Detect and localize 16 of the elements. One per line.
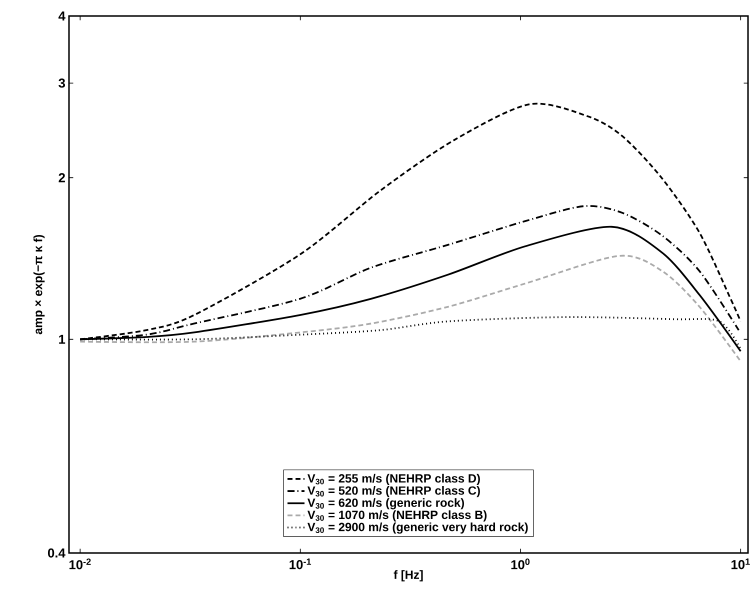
y-tick-label: 3	[58, 78, 66, 88]
y-tick-label: 4	[58, 12, 66, 20]
legend-label: V$_{30}$ = 255 m/s (NEHRP class D)	[307, 474, 480, 485]
x-tick-label: 10$^{1}$	[731, 558, 750, 570]
legend-label: V$_{30}$ = 2900 m/s (generic very hard rock)	[307, 522, 528, 534]
x-tick-label: 10$^{-1}$	[290, 558, 312, 570]
y-tick-label: 1	[59, 334, 66, 344]
x-tick-label: 10$^{-2}$	[69, 558, 91, 570]
legend-label: V$_{30}$ = 1070 m/s (NEHRP class B)	[307, 510, 487, 522]
y-tick-label: 2	[58, 173, 65, 182]
y-axis-title: amp × exp(−π κ f)	[33, 234, 45, 334]
legend-label: V$_{30}$ = 620 m/s (generic rock)	[307, 498, 464, 510]
x-tick-label: 10$^{0}$	[511, 558, 530, 570]
x-axis-title: f [Hz]	[394, 570, 423, 582]
legend-label: V$_{30}$ = 520 m/s (NEHRP class C)	[307, 486, 480, 498]
y-tick-label: 0.4	[48, 548, 66, 558]
